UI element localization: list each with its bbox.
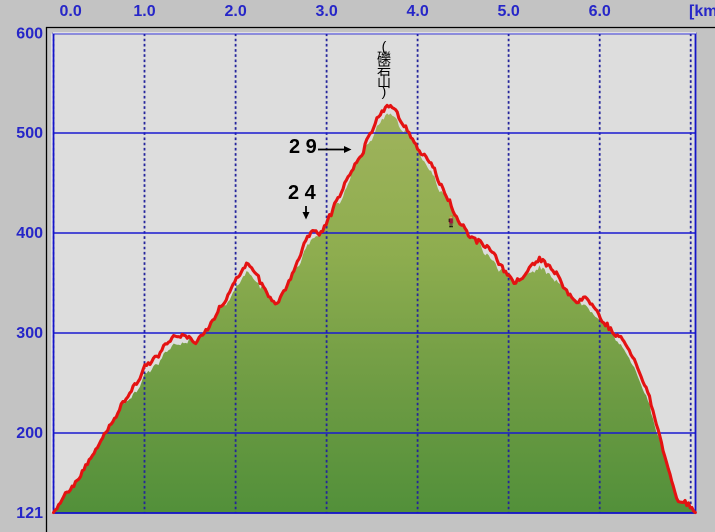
- svg-text:500: 500: [16, 125, 43, 142]
- svg-text:): ): [382, 83, 387, 99]
- svg-text:200: 200: [16, 425, 43, 442]
- svg-text:[km]: [km]: [689, 3, 715, 20]
- svg-text:3.0: 3.0: [315, 3, 337, 20]
- svg-text:5.0: 5.0: [497, 3, 519, 20]
- svg-text:2 4: 2 4: [288, 182, 317, 204]
- svg-text:2 9: 2 9: [289, 136, 317, 158]
- svg-text:4.0: 4.0: [406, 3, 428, 20]
- svg-text:300: 300: [16, 325, 43, 342]
- svg-text:1.0: 1.0: [133, 3, 155, 20]
- svg-text:0.0: 0.0: [60, 3, 82, 20]
- svg-text:6.0: 6.0: [589, 3, 611, 20]
- svg-text:400: 400: [16, 225, 43, 242]
- svg-text:2.0: 2.0: [224, 3, 246, 20]
- svg-text:121: 121: [16, 505, 43, 522]
- svg-text:600: 600: [16, 26, 43, 43]
